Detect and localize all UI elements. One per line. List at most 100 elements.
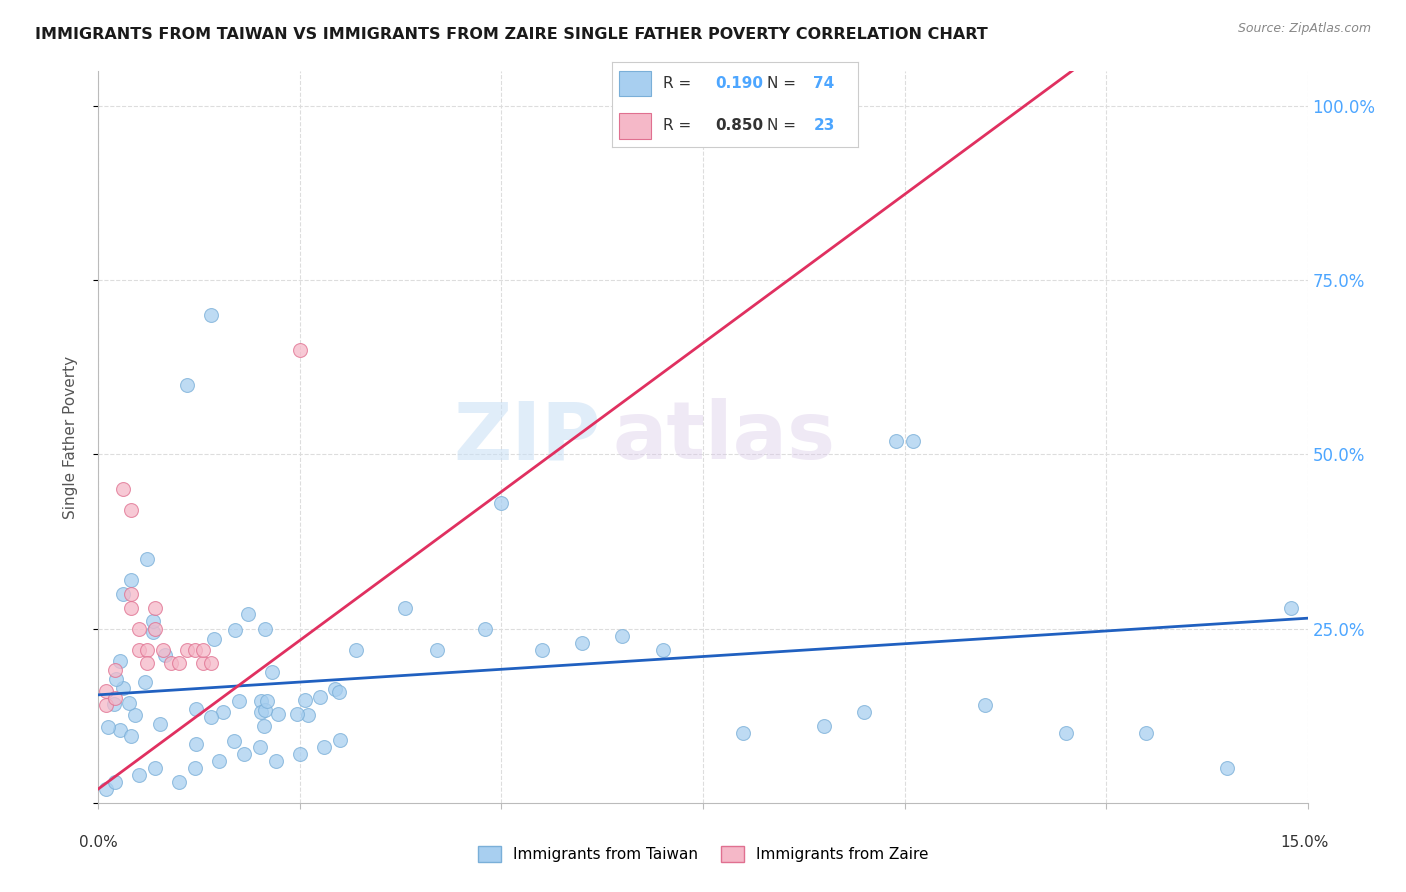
Bar [619,113,651,139]
Point [120,503,142,517]
Point [200,657,222,671]
Point [426,642,449,657]
Point [297,708,319,723]
Text: 74: 74 [813,76,835,91]
Point [96,698,118,713]
Point [285,707,308,722]
Point [202,632,225,646]
Point [118,696,141,710]
Point [111,483,134,497]
Point [167,775,190,789]
Text: R =: R = [664,118,696,133]
Point [128,768,150,782]
Point [167,657,190,671]
Text: Source: ZipAtlas.com: Source: ZipAtlas.com [1237,22,1371,36]
Point [260,665,283,679]
Point [236,607,259,622]
Point [184,642,207,657]
Point [530,642,553,657]
Point [97,720,120,734]
Text: 0.190: 0.190 [716,76,763,91]
Point [733,726,755,740]
Point [1135,726,1157,740]
Point [249,705,271,719]
Point [135,642,157,657]
Point [328,685,350,699]
Point [288,343,311,357]
Point [314,740,336,755]
Point [152,642,174,657]
Point [193,657,215,671]
Point [193,642,215,657]
Point [253,719,276,733]
Point [651,642,673,657]
Point [184,737,207,751]
Point [200,308,222,322]
Point [143,622,166,636]
Point [254,703,277,717]
Point [1216,761,1239,775]
Point [153,648,176,662]
Point [813,719,835,733]
Point [1054,726,1077,740]
Text: 0.0%: 0.0% [79,836,118,850]
Point [111,681,134,695]
Point [264,754,287,768]
Point [105,672,128,686]
Point [142,615,165,629]
Point [256,694,278,708]
Point [886,434,908,448]
Point [329,733,352,747]
Point [208,754,231,768]
Point [323,681,346,696]
Point [176,377,198,392]
Point [120,587,142,601]
Point [200,710,222,724]
Point [103,698,125,712]
Text: ZIP: ZIP [453,398,600,476]
Point [1281,600,1303,615]
Point [571,635,593,649]
Text: atlas: atlas [613,398,835,476]
Point [901,434,924,448]
Point [974,698,997,713]
Point [474,622,496,636]
Point [108,723,131,737]
Point [103,664,125,678]
Point [135,657,157,671]
Point [96,781,118,796]
Point [288,747,311,761]
Point [211,705,233,719]
Text: R =: R = [664,76,696,91]
Point [308,690,330,705]
Point [232,747,254,761]
Point [149,717,172,731]
Text: 15.0%: 15.0% [1281,836,1329,850]
Point [853,705,876,719]
Text: 0.850: 0.850 [716,118,763,133]
Point [184,702,207,716]
Point [184,761,207,775]
Y-axis label: Single Father Poverty: Single Father Poverty [63,356,77,518]
Point [120,729,142,743]
Point [135,552,157,566]
Point [142,625,165,640]
Point [344,642,367,657]
Point [103,775,125,789]
Legend: Immigrants from Taiwan, Immigrants from Zaire: Immigrants from Taiwan, Immigrants from … [471,840,935,868]
Point [96,684,118,698]
Point [249,740,271,755]
Point [250,694,273,708]
Point [222,733,245,747]
Point [128,642,150,657]
Point [253,622,276,636]
Point [160,657,183,671]
Point [120,573,142,587]
Point [612,629,634,643]
Point [103,691,125,706]
Text: 23: 23 [813,118,835,133]
Bar [619,71,651,96]
Point [124,708,146,723]
Point [108,654,131,668]
Point [394,600,416,615]
